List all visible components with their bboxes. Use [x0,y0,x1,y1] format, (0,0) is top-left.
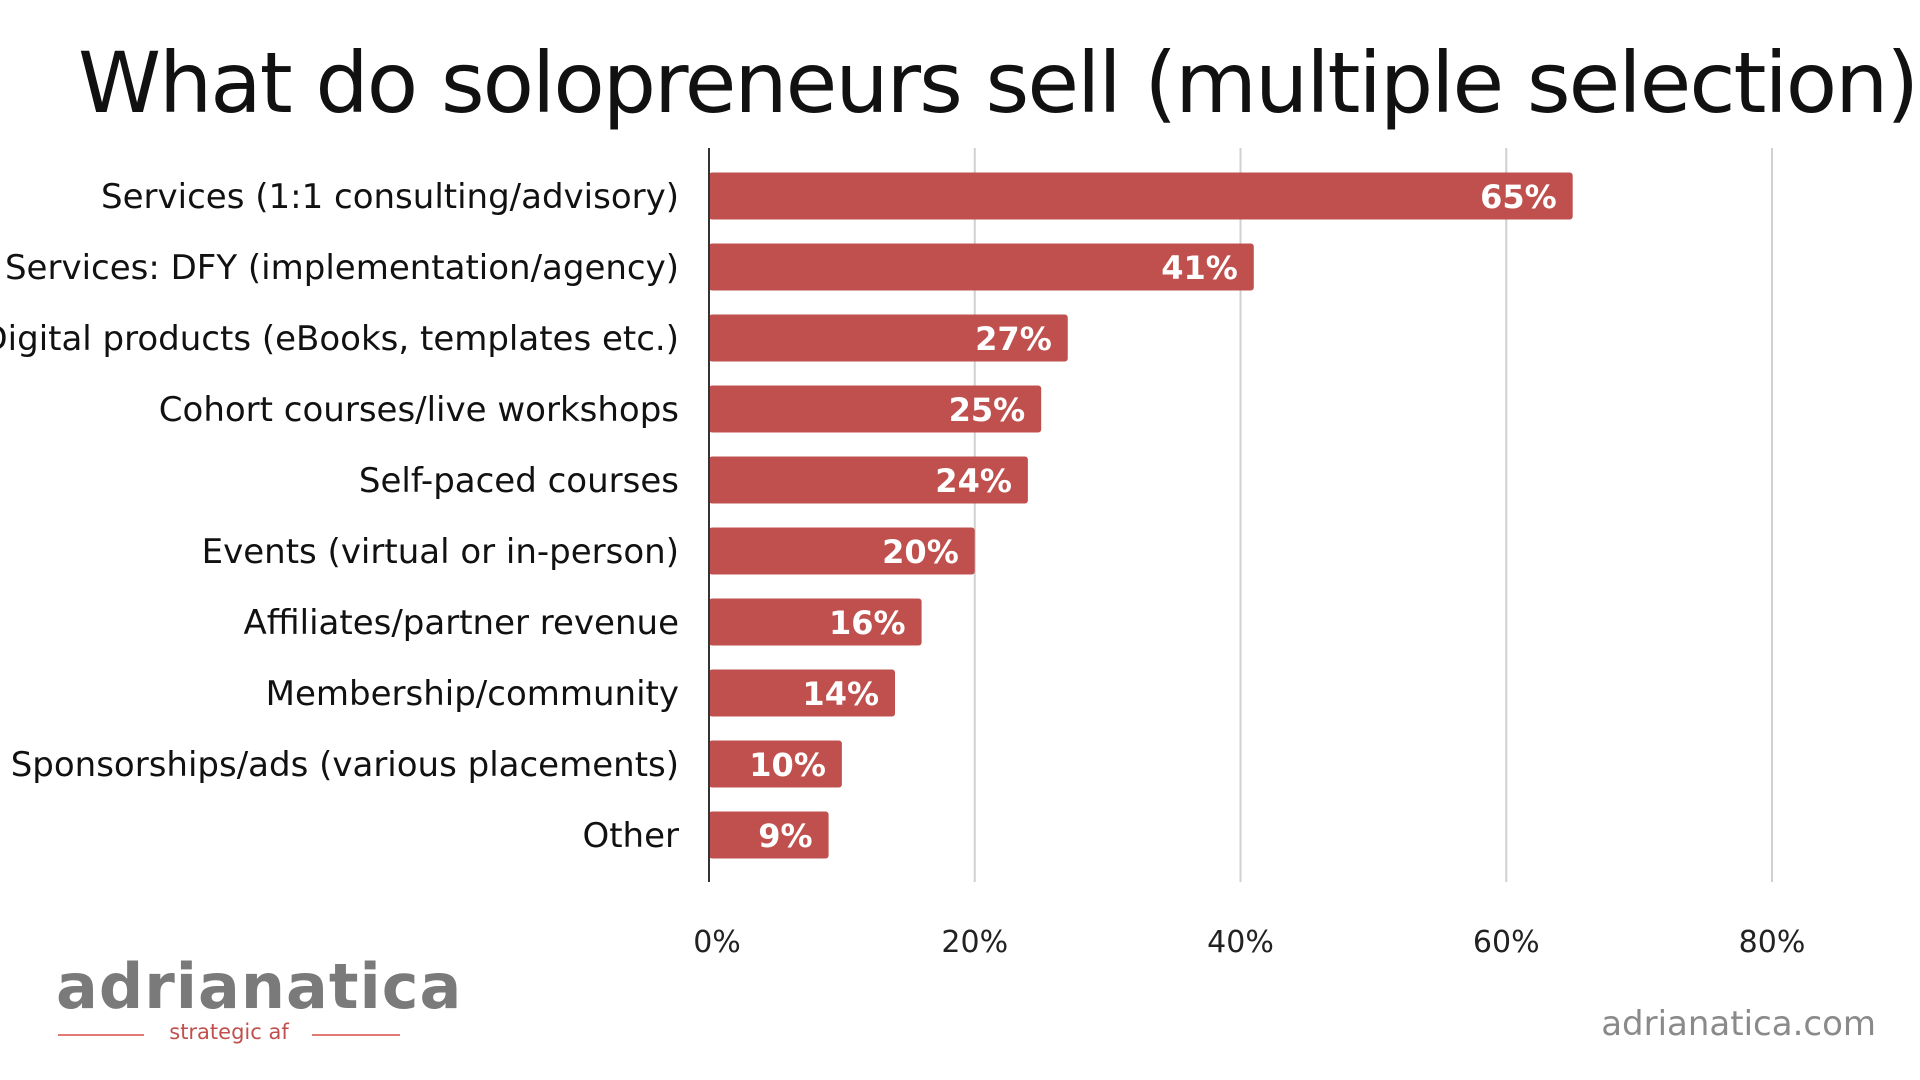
category-label-1: Services (1:1 consulting/advisory) [101,177,679,217]
data-label-4: 25% [949,391,1026,429]
bar-10 [709,811,829,859]
bar-6 [709,527,975,575]
category-label-3: Digital products (eBooks, templates etc.… [0,319,679,359]
category-label-8: Membership/community [266,674,679,714]
data-label-1: 65% [1480,178,1557,216]
category-label-5: Self-paced courses [359,461,679,501]
website-url: adrianatica.com [1601,1004,1876,1044]
data-label-9: 10% [749,746,826,784]
x-tick-label-40pct: 40% [1207,925,1274,960]
bar-8 [709,669,896,717]
category-label-6: Events (virtual or in-person) [202,532,679,572]
x-tick-label-60pct: 60% [1473,925,1540,960]
logo-tagline: strategic af [169,1020,289,1044]
bar-3 [709,314,1068,362]
category-label-2: Services: DFY (implementation/agency) [5,248,679,288]
bar-7 [709,598,922,646]
logo-divider-right [312,1034,400,1036]
x-tick-label-0pct: 0% [693,925,741,960]
logo-wordmark: adrianatica [56,950,463,1023]
chart-title: What do solopreneurs sell (multiple sele… [78,34,1919,132]
category-label-9: Sponsorships/ads (various placements) [11,745,679,785]
data-label-10: 9% [758,817,812,855]
logo-divider-left [58,1034,144,1036]
data-label-3: 27% [975,320,1052,358]
bar-5 [709,456,1028,504]
category-label-4: Cohort courses/live workshops [159,390,679,430]
bar-1 [709,172,1573,220]
x-tick-label-80pct: 80% [1739,925,1806,960]
bar-2 [709,243,1254,291]
data-label-6: 20% [882,533,959,571]
category-label-10: Other [582,816,679,856]
data-label-2: 41% [1161,249,1238,287]
bar-4 [709,385,1042,433]
data-label-7: 16% [829,604,906,642]
bar-9 [709,740,842,788]
data-label-5: 24% [935,462,1012,500]
data-label-8: 14% [802,675,879,713]
x-tick-label-20pct: 20% [941,925,1008,960]
logo: adrianatica strategic af [56,952,461,1062]
category-label-7: Affiliates/partner revenue [244,603,679,643]
